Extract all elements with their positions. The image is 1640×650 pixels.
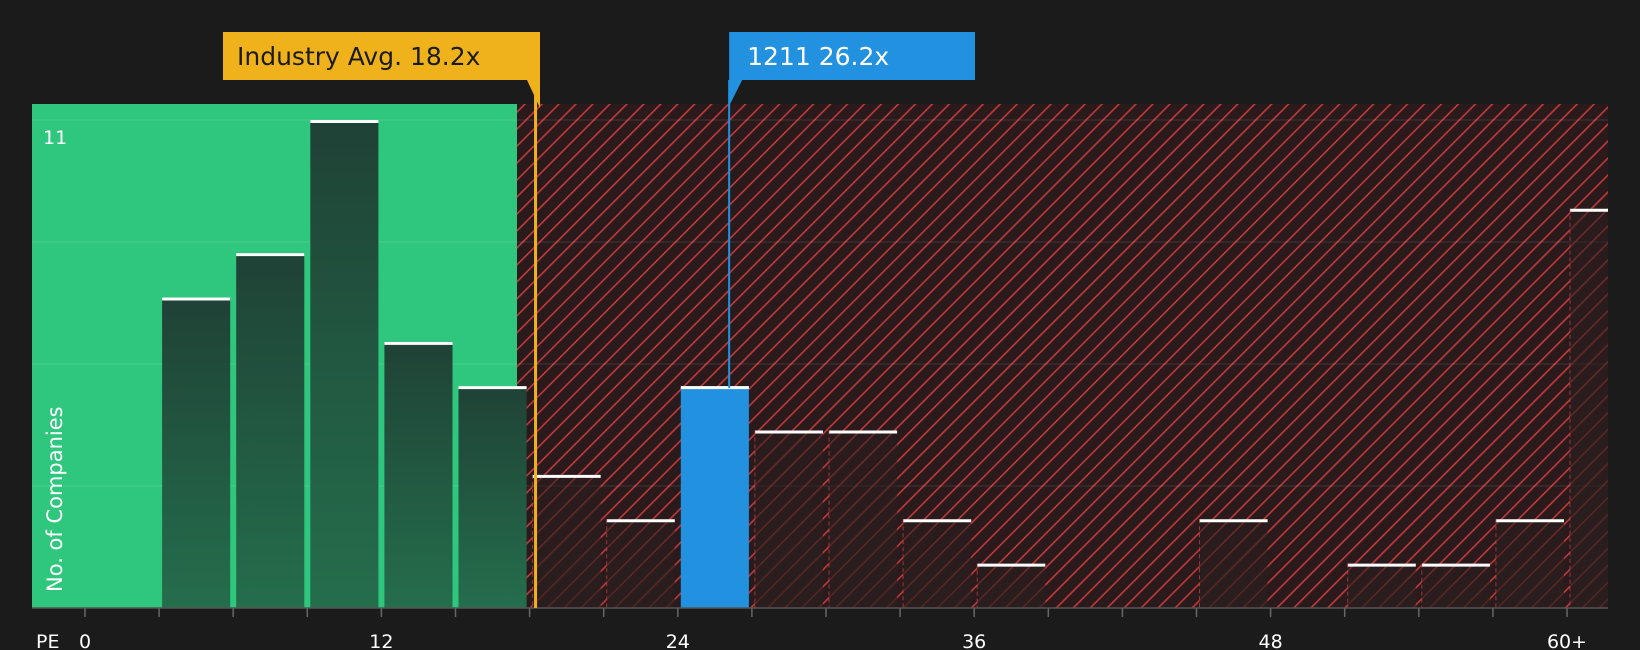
histogram-bar xyxy=(903,519,972,608)
x-axis-label: PE xyxy=(36,631,59,650)
x-tick-label: 36 xyxy=(962,631,986,650)
histogram-bar xyxy=(829,430,898,608)
x-tick-label: 24 xyxy=(666,631,690,650)
histogram-bar xyxy=(532,474,601,608)
histogram-bar xyxy=(236,253,305,608)
histogram-bar xyxy=(1495,519,1564,608)
histogram-bar xyxy=(680,386,749,608)
industry-avg-label: Industry Avg. 18.2x xyxy=(237,42,480,71)
x-tick-label: 60+ xyxy=(1547,631,1587,650)
industry-avg-callout xyxy=(223,32,540,108)
overvalued-zone xyxy=(517,104,1608,608)
histogram-bar xyxy=(1421,563,1490,608)
x-tick-label: 48 xyxy=(1259,631,1283,650)
histogram-bar xyxy=(606,519,675,608)
histogram-bar xyxy=(162,297,231,608)
histogram-bar xyxy=(1199,519,1268,608)
histogram-bar xyxy=(310,120,379,608)
y-axis-label: No. of Companies xyxy=(43,406,67,592)
histogram-bar xyxy=(754,430,823,608)
histogram-bar xyxy=(977,563,1046,608)
histogram-bar xyxy=(1570,208,1608,608)
histogram-bar xyxy=(1347,563,1416,608)
histogram-bar xyxy=(384,341,453,608)
x-tick-label: 0 xyxy=(79,631,91,650)
histogram-bar xyxy=(458,386,527,608)
company-pe-label: 1211 26.2x xyxy=(747,42,889,71)
x-tick-label: 12 xyxy=(369,631,393,650)
company-pe-callout xyxy=(729,32,975,106)
y-max-label: 11 xyxy=(43,127,67,149)
